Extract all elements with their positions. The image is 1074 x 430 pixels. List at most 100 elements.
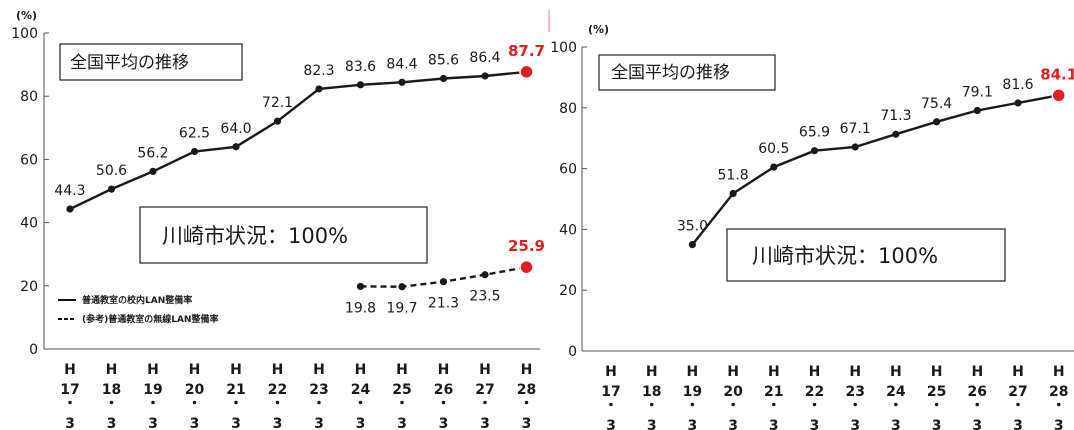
data-point (107, 185, 116, 193)
title-box (59, 43, 243, 81)
x-tick-label: ・ (1052, 398, 1066, 414)
data-point (315, 85, 323, 93)
x-tick-label: ・ (520, 396, 534, 412)
chart-left: (%)020406080100H17・3H18・3H19・3H20・3H21・3… (11, 9, 545, 430)
data-point (439, 278, 448, 286)
data-label: 75.4 (921, 96, 952, 112)
data-label: 50.6 (96, 163, 127, 179)
x-tick-label: H (768, 364, 780, 380)
data-point-highlight (1051, 88, 1066, 103)
title-box-text: 全国平均の推移 (611, 63, 730, 83)
y-tick-label: 100 (11, 26, 38, 42)
x-tick-label: ・ (685, 398, 699, 414)
x-tick-label: 3 (397, 416, 407, 430)
x-tick-label: H (1053, 364, 1065, 380)
data-label: 56.2 (137, 145, 168, 161)
y-tick-label: 40 (559, 222, 577, 238)
x-tick-label: 23 (309, 382, 328, 398)
x-tick-label: ・ (478, 396, 492, 412)
y-tick-label: 80 (20, 89, 38, 105)
data-point (933, 118, 941, 126)
x-tick-label: H (931, 364, 943, 380)
data-label: 84.1 (1040, 65, 1074, 83)
x-tick-label: ・ (808, 398, 822, 414)
y-tick-label: 100 (550, 40, 577, 56)
legend-entry-1: (参考)普通教室の無線LAN整備率 (82, 313, 218, 325)
data-label: 82.3 (303, 63, 334, 79)
note-box (139, 206, 428, 264)
data-point (356, 282, 365, 291)
data-label: 83.6 (345, 59, 376, 75)
x-tick-label: 3 (148, 416, 158, 430)
x-tick-label: 3 (231, 416, 241, 430)
x-tick-label: 28 (1049, 384, 1068, 400)
data-label: 72.1 (262, 95, 293, 111)
data-label: 81.6 (1002, 77, 1033, 93)
x-tick-label: ・ (105, 396, 119, 412)
x-tick-label: 3 (439, 416, 449, 430)
data-label: 86.4 (469, 50, 500, 66)
y-tick-label: 60 (20, 152, 38, 168)
x-tick-label: 17 (601, 384, 620, 400)
data-label: 84.4 (386, 56, 417, 72)
x-tick-label: 3 (65, 416, 75, 430)
x-tick-label: H (605, 364, 617, 380)
x-tick-label: H (313, 362, 325, 378)
x-tick-label: 3 (1054, 418, 1064, 430)
data-label: 62.5 (179, 126, 210, 142)
data-label: 21.3 (428, 296, 459, 312)
x-tick-label: 26 (434, 382, 453, 398)
title-box-text: 全国平均の推移 (70, 53, 189, 73)
data-label: 60.5 (758, 141, 789, 157)
x-tick-label: 3 (850, 418, 860, 430)
data-label: 79.1 (962, 85, 993, 101)
x-tick-label: 19 (683, 384, 702, 400)
x-tick-label: 22 (268, 382, 287, 398)
data-label: 35.0 (677, 219, 708, 235)
x-tick-label: H (1012, 364, 1024, 380)
note-box-text: 川崎市状況：100% (752, 244, 938, 268)
data-point (688, 241, 697, 249)
title-box (598, 54, 776, 91)
x-tick-label: 22 (805, 384, 824, 400)
data-point (892, 130, 900, 138)
x-tick-label: H (687, 364, 699, 380)
x-tick-label: ・ (604, 398, 618, 414)
x-tick-label: 21 (226, 382, 245, 398)
x-tick-label: ・ (312, 396, 326, 412)
data-label: 23.5 (469, 289, 500, 305)
x-tick-label: H (971, 364, 983, 380)
x-tick-label: H (646, 364, 658, 380)
data-point (729, 189, 737, 198)
x-tick-label: 26 (968, 384, 987, 400)
x-tick-label: 27 (1008, 384, 1027, 400)
data-label: 67.1 (840, 121, 871, 137)
x-tick-label: H (479, 362, 491, 378)
y-tick-label: 20 (559, 283, 577, 299)
note-box-text: 川崎市状況：100% (162, 224, 348, 248)
x-tick-label: H (355, 362, 367, 378)
x-tick-label: 3 (480, 416, 490, 430)
x-tick-label: ・ (437, 396, 451, 412)
y-tick-label: 0 (568, 344, 577, 360)
data-point (481, 271, 489, 279)
x-tick-label: H (727, 364, 739, 380)
unit-label: (%) (588, 23, 609, 36)
x-tick-label: 25 (927, 384, 946, 400)
x-tick-label: H (521, 362, 533, 378)
x-tick-label: 3 (273, 416, 283, 430)
x-tick-label: H (64, 362, 76, 378)
data-point (66, 205, 74, 213)
y-tick-label: 40 (20, 216, 38, 232)
series-line-0 (691, 94, 1059, 246)
x-tick-label: ・ (889, 398, 903, 414)
data-point (398, 283, 406, 291)
data-point-highlight (519, 259, 534, 275)
x-tick-label: ・ (1011, 398, 1025, 414)
x-tick-label: H (890, 364, 902, 380)
data-label: 65.9 (799, 125, 830, 141)
x-tick-label: 3 (356, 416, 366, 430)
x-tick-label: 24 (886, 384, 906, 400)
data-point (439, 74, 448, 83)
unit-label: (%) (16, 9, 37, 22)
